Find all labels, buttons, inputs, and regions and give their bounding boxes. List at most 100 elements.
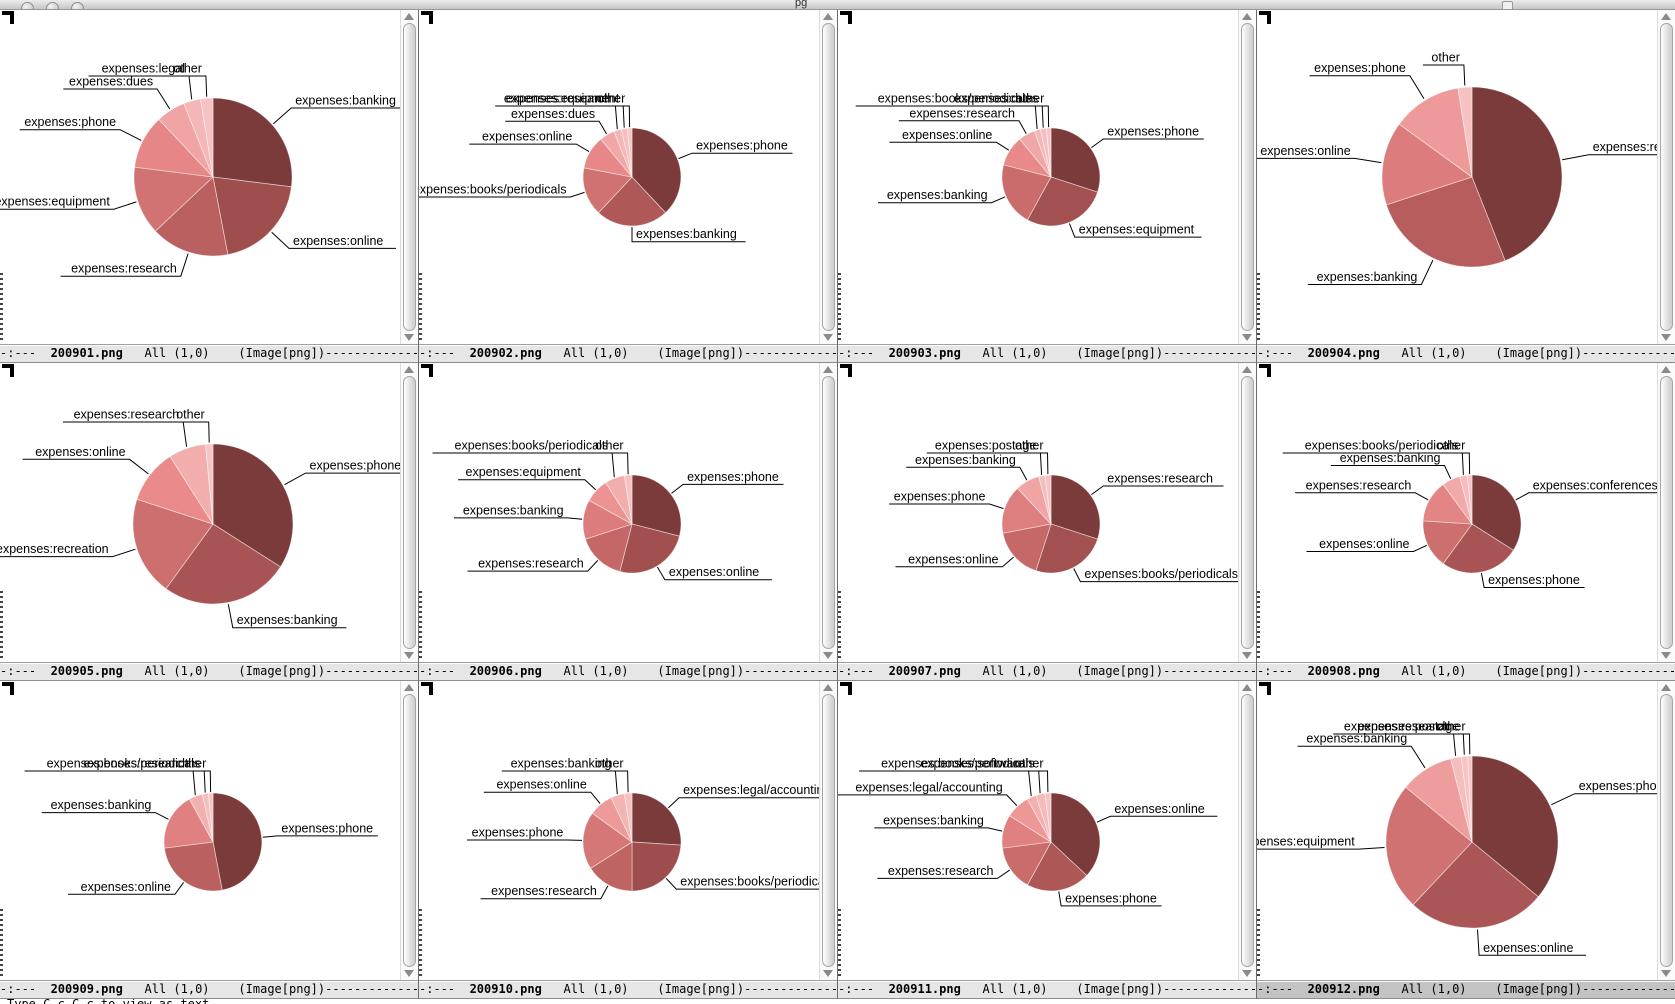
scrollbar-thumb[interactable] — [403, 694, 416, 967]
scrollbar-thumb[interactable] — [1241, 376, 1254, 649]
modeline-prefix: -:--- — [1257, 982, 1308, 996]
scrollbar-thumb[interactable] — [1660, 694, 1673, 967]
scrollbar-thumb[interactable] — [822, 694, 835, 967]
scroll-down-arrow-icon[interactable] — [1242, 652, 1252, 659]
pie-slice-label: expenses:banking — [1317, 270, 1418, 284]
modeline[interactable]: -:--- 200910.png All (1,0) (Image[png])-… — [419, 980, 837, 999]
vertical-scrollbar[interactable] — [1657, 363, 1675, 662]
vertical-scrollbar[interactable] — [400, 681, 418, 980]
modeline[interactable]: -:--- 200911.png All (1,0) (Image[png])-… — [838, 980, 1256, 999]
label-leader-line — [1007, 105, 1050, 128]
scroll-down-arrow-icon[interactable] — [1661, 970, 1671, 977]
zoom-window-icon[interactable] — [71, 2, 84, 9]
modeline[interactable]: -:--- 200909.png All (1,0) (Image[png])-… — [0, 980, 418, 999]
modeline[interactable]: -:--- 200907.png All (1,0) (Image[png])-… — [838, 662, 1256, 681]
scrollbar-thumb[interactable] — [822, 376, 835, 649]
pie-slice-label: other — [1437, 720, 1466, 734]
modeline-status: All (1,0) (Image[png])------------------… — [563, 982, 838, 996]
scrollbar-thumb[interactable] — [403, 23, 416, 331]
scroll-down-arrow-icon[interactable] — [404, 652, 414, 659]
pie-slice — [1466, 474, 1473, 525]
scroll-down-arrow-icon[interactable] — [1661, 652, 1671, 659]
scroll-up-arrow-icon[interactable] — [404, 13, 414, 20]
echo-area[interactable]: Type C-c C-c to view as text. — [0, 999, 1675, 1004]
scroll-up-arrow-icon[interactable] — [404, 366, 414, 373]
scroll-down-arrow-icon[interactable] — [1242, 970, 1252, 977]
scroll-down-arrow-icon[interactable] — [404, 334, 414, 341]
cursor-corner-mark — [421, 11, 433, 24]
label-leader-line — [164, 75, 208, 97]
vertical-scrollbar[interactable] — [400, 10, 418, 344]
scroll-up-arrow-icon[interactable] — [404, 684, 414, 691]
image-buffer[interactable]: expenses:legal/accounting expenses:books/… — [419, 681, 837, 980]
modeline[interactable]: -:--- 200912.png All (1,0) (Image[png])-… — [1257, 980, 1675, 999]
pie-slice-label: expenses:research — [74, 408, 180, 422]
scroll-down-arrow-icon[interactable] — [1661, 334, 1671, 341]
scroll-up-arrow-icon[interactable] — [823, 684, 833, 691]
image-buffer[interactable]: expenses:research expenses:books/periodic… — [838, 363, 1256, 662]
image-buffer[interactable]: expenses:banking expenses:online expenses:… — [0, 10, 418, 344]
scrollbar-thumb[interactable] — [403, 376, 416, 649]
vertical-scrollbar[interactable] — [819, 10, 837, 344]
scrollbar-thumb[interactable] — [1660, 376, 1673, 649]
label-leader-line — [668, 797, 837, 809]
modeline-status: All (1,0) (Image[png])------------------… — [1401, 664, 1675, 678]
modeline-buffer-name: 200910.png — [469, 982, 542, 996]
modeline-buffer-name: 200909.png — [50, 982, 123, 996]
modeline[interactable]: -:--- 200901.png All (1,0) (Image[png])-… — [0, 344, 418, 363]
vertical-scrollbar[interactable] — [1238, 681, 1256, 980]
image-buffer[interactable]: expenses:phone expenses:equipment expenses… — [838, 10, 1256, 344]
editor-pane: expenses:online expenses:phone expenses:re… — [838, 681, 1257, 999]
label-leader-line — [169, 770, 212, 793]
image-buffer[interactable]: expenses:phone expenses:online expenses:eq… — [1257, 681, 1675, 980]
pie-slice — [154, 176, 229, 257]
modeline[interactable]: -:--- 200906.png All (1,0) (Image[png])-… — [419, 662, 837, 681]
image-buffer[interactable]: expenses:phone expenses:online expenses:re… — [419, 363, 837, 662]
scroll-up-arrow-icon[interactable] — [1242, 684, 1252, 691]
pie-slice-label: other — [595, 439, 624, 453]
image-buffer[interactable]: expenses:phone expenses:banking expenses:b… — [419, 10, 837, 344]
scroll-up-arrow-icon[interactable] — [1661, 684, 1671, 691]
close-window-icon[interactable] — [21, 2, 34, 9]
scrollbar-thumb[interactable] — [1241, 23, 1254, 331]
modeline[interactable]: -:--- 200903.png All (1,0) (Image[png])-… — [838, 344, 1256, 363]
scrollbar-thumb[interactable] — [1241, 694, 1254, 967]
scroll-down-arrow-icon[interactable] — [404, 970, 414, 977]
image-buffer[interactable]: expenses:phone expenses:online expenses:ba… — [0, 681, 418, 980]
vertical-scrollbar[interactable] — [819, 363, 837, 662]
scroll-up-arrow-icon[interactable] — [1242, 13, 1252, 20]
scroll-up-arrow-icon[interactable] — [1661, 366, 1671, 373]
modeline[interactable]: -:--- 200905.png All (1,0) (Image[png])-… — [0, 662, 418, 681]
pie-slice — [597, 176, 667, 227]
vertical-scrollbar[interactable] — [1657, 10, 1675, 344]
modeline-buffer-name: 200903.png — [888, 346, 961, 360]
modeline[interactable]: -:--- 200908.png All (1,0) (Image[png])-… — [1257, 662, 1675, 681]
scrollbar-thumb[interactable] — [822, 23, 835, 331]
image-buffer[interactable]: expenses:research expenses:banking expense… — [1257, 10, 1675, 344]
vertical-scrollbar[interactable] — [1238, 10, 1256, 344]
pie-slice-label: expenses:phone — [1107, 125, 1199, 139]
modeline[interactable]: -:--- 200902.png All (1,0) (Image[png])-… — [419, 344, 837, 363]
scroll-down-arrow-icon[interactable] — [1242, 334, 1252, 341]
scroll-up-arrow-icon[interactable] — [1242, 366, 1252, 373]
scroll-down-arrow-icon[interactable] — [823, 652, 833, 659]
scroll-up-arrow-icon[interactable] — [1661, 13, 1671, 20]
vertical-scrollbar[interactable] — [1238, 363, 1256, 662]
modeline[interactable]: -:--- 200904.png All (1,0) (Image[png])-… — [1257, 344, 1675, 363]
scroll-up-arrow-icon[interactable] — [823, 13, 833, 20]
image-buffer[interactable]: expenses:conferences expenses:phone expens… — [1257, 363, 1675, 662]
vertical-scrollbar[interactable] — [819, 681, 837, 980]
pie-slice-label: other — [173, 62, 202, 76]
scroll-down-arrow-icon[interactable] — [823, 970, 833, 977]
image-buffer[interactable]: expenses:online expenses:phone expenses:re… — [838, 681, 1256, 980]
vertical-scrollbar[interactable] — [1657, 681, 1675, 980]
pie-slice-label: expenses:equipment — [1079, 223, 1195, 237]
image-buffer[interactable]: expenses:phone expenses:banking expenses:r… — [0, 363, 418, 662]
vertical-scrollbar[interactable] — [400, 363, 418, 662]
scroll-up-arrow-icon[interactable] — [823, 366, 833, 373]
scroll-down-arrow-icon[interactable] — [823, 334, 833, 341]
scrollbar-thumb[interactable] — [1660, 23, 1673, 331]
pie-chart-image: expenses:banking expenses:online expenses:… — [0, 62, 405, 277]
minimize-window-icon[interactable] — [46, 2, 59, 9]
pie-slice-label: other — [178, 757, 207, 771]
